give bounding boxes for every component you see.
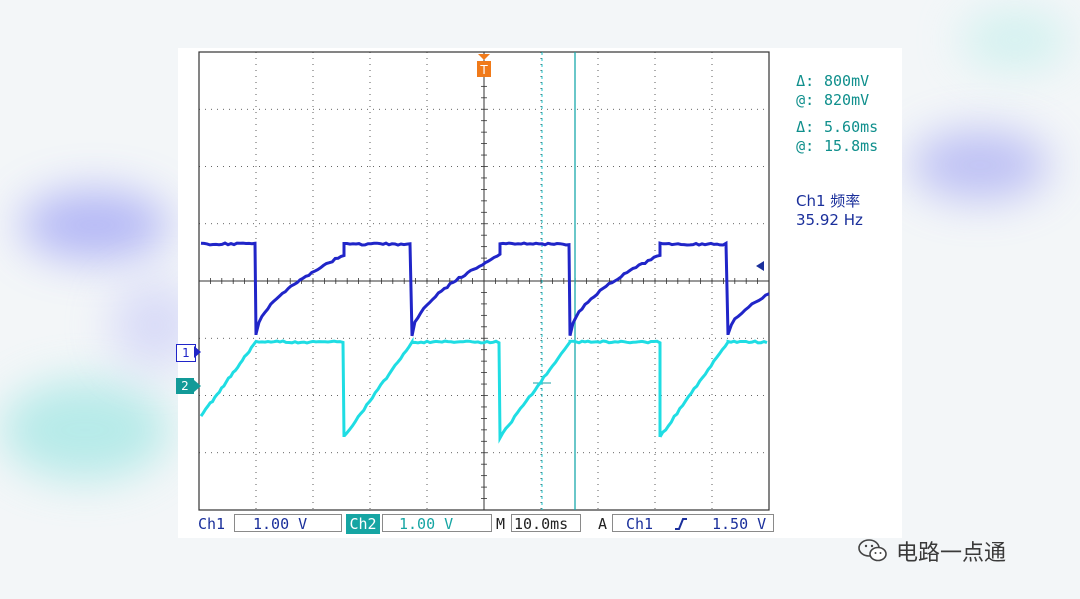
trigger-source: Ch1 bbox=[626, 514, 653, 534]
ch1-label[interactable]: Ch1 bbox=[198, 514, 225, 534]
time-at-readout: @: 15.8ms bbox=[778, 119, 814, 155]
time-delta-value: 5.60ms bbox=[824, 118, 878, 136]
ch2-label[interactable]: Ch2 bbox=[346, 514, 380, 534]
ch2-scale[interactable]: 1.00 V bbox=[382, 514, 492, 532]
timebase-label: M bbox=[496, 514, 505, 534]
time-at-symbol: @: bbox=[796, 137, 814, 155]
status-bar: Ch1 1.00 V Ch2 1.00 V M 10.0ms A Ch1 1.5… bbox=[196, 514, 774, 534]
ch2-marker-arrow-icon bbox=[194, 380, 202, 392]
voltage-at-value: 820mV bbox=[824, 91, 869, 109]
trigger-level[interactable]: 1.50 V bbox=[712, 514, 766, 534]
trigger-marker-label: T bbox=[479, 63, 488, 77]
wechat-icon bbox=[858, 538, 888, 564]
ch1-marker-label: 1 bbox=[182, 346, 190, 360]
time-at-value: 15.8ms bbox=[824, 137, 878, 155]
measurement-label: Ch1 频率 bbox=[796, 192, 892, 211]
rising-edge-icon bbox=[674, 517, 688, 531]
ch2-marker-label: 2 bbox=[181, 379, 189, 393]
ch1-ground-marker[interactable]: 1 bbox=[176, 344, 196, 362]
ch2-ground-marker[interactable]: 2 bbox=[176, 378, 194, 394]
trigger-level-arrow-icon[interactable] bbox=[756, 261, 764, 271]
watermark: 电路一点通 bbox=[858, 535, 1006, 567]
trigger-position-marker[interactable]: T bbox=[477, 54, 491, 77]
voltage-delta-value: 800mV bbox=[824, 72, 869, 90]
ch1-waveform bbox=[201, 243, 769, 336]
trigger-mode[interactable]: A bbox=[598, 514, 607, 534]
measurement-value: 35.92 Hz bbox=[796, 211, 892, 230]
timebase-value[interactable]: 10.0ms bbox=[511, 514, 581, 532]
graticule-grid bbox=[199, 52, 769, 510]
watermark-text: 电路一点通 bbox=[896, 535, 1006, 567]
ch1-marker-arrow-icon bbox=[194, 346, 202, 358]
ch1-scale[interactable]: 1.00 V bbox=[234, 514, 342, 532]
frequency-measurement: Ch1 频率 35.92 Hz bbox=[796, 192, 892, 230]
